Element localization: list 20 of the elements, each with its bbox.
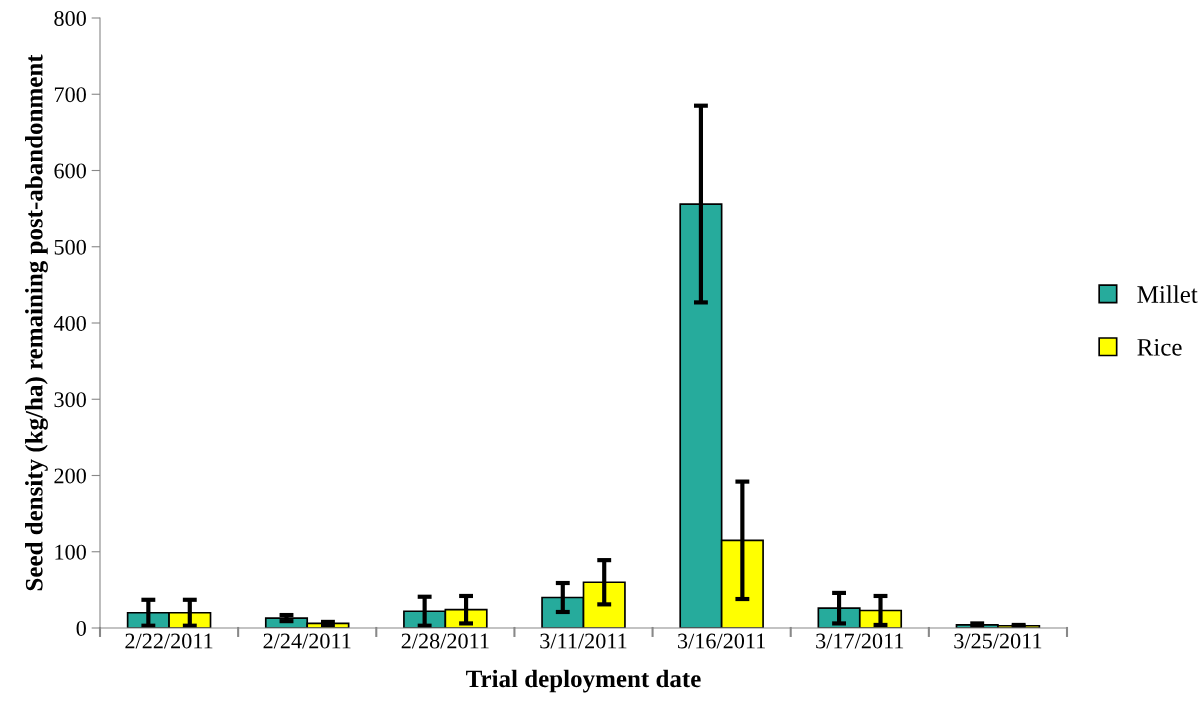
x-tick-label: 3/16/2011 xyxy=(678,633,765,649)
x-axis-title: Trial deployment date xyxy=(466,669,701,693)
legend-label: Rice xyxy=(1137,338,1182,356)
y-tick-label: 700 xyxy=(54,87,86,103)
x-tick-label: 2/28/2011 xyxy=(401,633,489,649)
y-tick-label: 200 xyxy=(54,468,86,484)
x-tick-label: 3/11/2011 xyxy=(540,633,627,649)
y-tick-label: 400 xyxy=(53,315,86,331)
y-tick-label: 0 xyxy=(76,620,86,636)
x-tick-label: 2/24/2011 xyxy=(263,633,351,649)
y-tick-label: 100 xyxy=(55,544,86,560)
y-tick-label: 300 xyxy=(54,392,86,408)
x-tick-label: 3/17/2011 xyxy=(816,633,904,649)
legend-label: Millet xyxy=(1137,285,1198,303)
y-axis-title: Seed density (kg/ha) remaining post-abandonment xyxy=(25,54,48,591)
y-tick-label: 800 xyxy=(54,10,86,26)
y-tick-label: 600 xyxy=(54,163,86,179)
x-tick-label: 3/25/2011 xyxy=(954,633,1042,649)
y-tick-label: 500 xyxy=(54,239,86,255)
x-tick-label: 2/22/2011 xyxy=(125,633,213,649)
